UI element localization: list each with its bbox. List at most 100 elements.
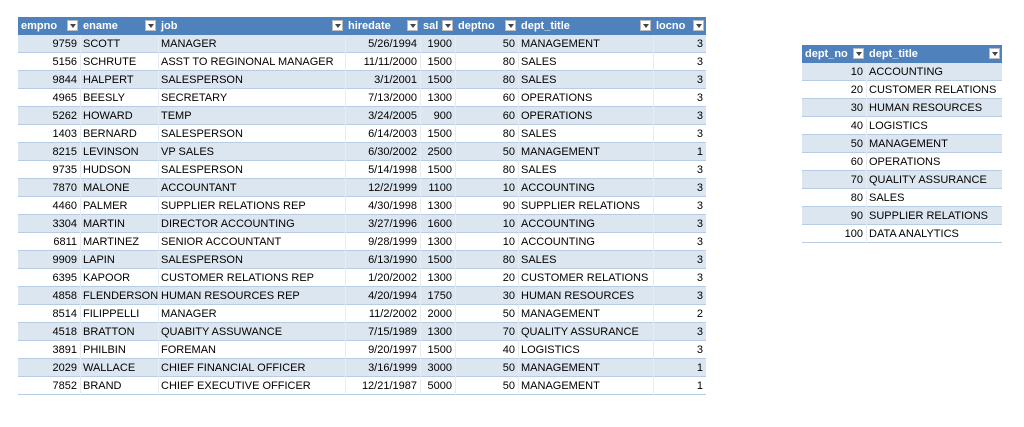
- table-cell: 50: [502, 380, 515, 392]
- row-border: [802, 188, 1002, 189]
- table-cell: 80: [502, 164, 515, 176]
- column-header: locno: [653, 17, 706, 35]
- table-cell: 90: [502, 200, 515, 212]
- table-cell: SECRETARY: [161, 92, 228, 104]
- filter-button[interactable]: [332, 20, 343, 31]
- row-band: [802, 99, 1002, 117]
- table-cell: PHILBIN: [83, 344, 126, 356]
- row-band: [18, 107, 706, 125]
- table-cell: SALES: [521, 128, 557, 140]
- table-cell: 10: [502, 236, 515, 248]
- row-border: [802, 152, 1002, 153]
- column-header: dept_title: [866, 45, 1002, 63]
- table-cell: SCHRUTE: [83, 56, 137, 68]
- table-cell: CHIEF FINANCIAL OFFICER: [161, 362, 306, 374]
- table-cell: 2500: [427, 146, 452, 158]
- table-cell: 9/28/1999: [368, 236, 417, 248]
- row-border: [802, 80, 1002, 81]
- table-cell: MANAGER: [161, 38, 217, 50]
- table-cell: 1300: [427, 272, 452, 284]
- table-cell: BERNARD: [83, 128, 137, 140]
- column-border: [158, 35, 159, 395]
- table-cell: 1: [696, 380, 703, 392]
- table-cell: OPERATIONS: [521, 92, 593, 104]
- row-border: [18, 124, 706, 125]
- table-cell: 80: [502, 56, 515, 68]
- table-cell: LEVINSON: [83, 146, 139, 158]
- table-cell: DATA ANALYTICS: [869, 228, 959, 240]
- table-cell: HUMAN RESOURCES: [869, 102, 983, 114]
- table-cell: 3: [696, 164, 703, 176]
- table-cell: OPERATIONS: [521, 110, 593, 122]
- table-cell: 3: [696, 254, 703, 266]
- table-cell: 80: [502, 254, 515, 266]
- table-cell: OPERATIONS: [869, 156, 941, 168]
- row-border: [18, 322, 706, 323]
- table-cell: 1: [696, 362, 703, 374]
- row-band: [18, 143, 706, 161]
- table-cell: TEMP: [161, 110, 192, 122]
- table-cell: CUSTOMER RELATIONS: [521, 272, 649, 284]
- column-border: [420, 35, 421, 395]
- table-cell: 60: [502, 110, 515, 122]
- table-cell: 50: [502, 38, 515, 50]
- row-band: [802, 63, 1002, 81]
- filter-button[interactable]: [989, 48, 1000, 59]
- table-cell: QUALITY ASSURANCE: [869, 174, 987, 186]
- table-cell: LOGISTICS: [521, 344, 580, 356]
- filter-button[interactable]: [505, 20, 516, 31]
- filter-button[interactable]: [442, 20, 453, 31]
- table-cell: 100: [844, 228, 863, 240]
- filter-button[interactable]: [407, 20, 418, 31]
- table-cell: 1403: [52, 128, 77, 140]
- table-cell: ACCOUNTANT: [161, 182, 237, 194]
- table-cell: HUMAN RESOURCES REP: [161, 290, 300, 302]
- table-cell: 1900: [427, 38, 452, 50]
- table-cell: 3: [696, 38, 703, 50]
- table-cell: MALONE: [83, 182, 130, 194]
- table-cell: 1: [696, 146, 703, 158]
- table-cell: 5262: [52, 110, 77, 122]
- table-cell: 1750: [427, 290, 452, 302]
- table-cell: MANAGEMENT: [869, 138, 948, 150]
- row-border: [18, 394, 706, 395]
- table-cell: 2: [696, 308, 703, 320]
- table-cell: 6/14/2003: [368, 128, 417, 140]
- table-cell: 4/20/1994: [368, 290, 417, 302]
- column-border: [866, 63, 867, 243]
- filter-button[interactable]: [145, 20, 156, 31]
- table-cell: 3: [696, 56, 703, 68]
- table-cell: HUDSON: [83, 164, 131, 176]
- row-border: [18, 304, 706, 305]
- row-border: [18, 250, 706, 251]
- table-cell: KAPOOR: [83, 272, 131, 284]
- row-border: [18, 52, 706, 53]
- table-cell: SENIOR ACCOUNTANT: [161, 236, 282, 248]
- table-cell: 90: [850, 210, 863, 222]
- table-cell: 8215: [52, 146, 77, 158]
- row-border: [802, 116, 1002, 117]
- row-border: [802, 206, 1002, 207]
- filter-button[interactable]: [640, 20, 651, 31]
- table-cell: 11/11/2000: [363, 56, 417, 68]
- table-cell: MANAGEMENT: [521, 146, 600, 158]
- row-band: [802, 135, 1002, 153]
- row-band: [18, 287, 706, 305]
- table-cell: SALESPERSON: [161, 164, 243, 176]
- employee-table: empno ename job hiredate sal deptno dept_title…: [18, 17, 706, 395]
- row-band: [18, 35, 706, 53]
- table-cell: HALPERT: [83, 74, 134, 86]
- filter-button[interactable]: [67, 20, 78, 31]
- table-cell: ACCOUNTING: [869, 66, 943, 78]
- row-band: [18, 179, 706, 197]
- table-cell: 6/13/1990: [368, 254, 417, 266]
- filter-button[interactable]: [693, 20, 704, 31]
- filter-button[interactable]: [853, 48, 864, 59]
- table-cell: 3: [696, 290, 703, 302]
- table-cell: SALESPERSON: [161, 254, 243, 266]
- table-cell: SUPPLIER RELATIONS: [521, 200, 640, 212]
- table-cell: 20: [502, 272, 515, 284]
- table-cell: 3/16/1999: [368, 362, 417, 374]
- table-cell: 1300: [427, 236, 452, 248]
- table-cell: 6395: [52, 272, 77, 284]
